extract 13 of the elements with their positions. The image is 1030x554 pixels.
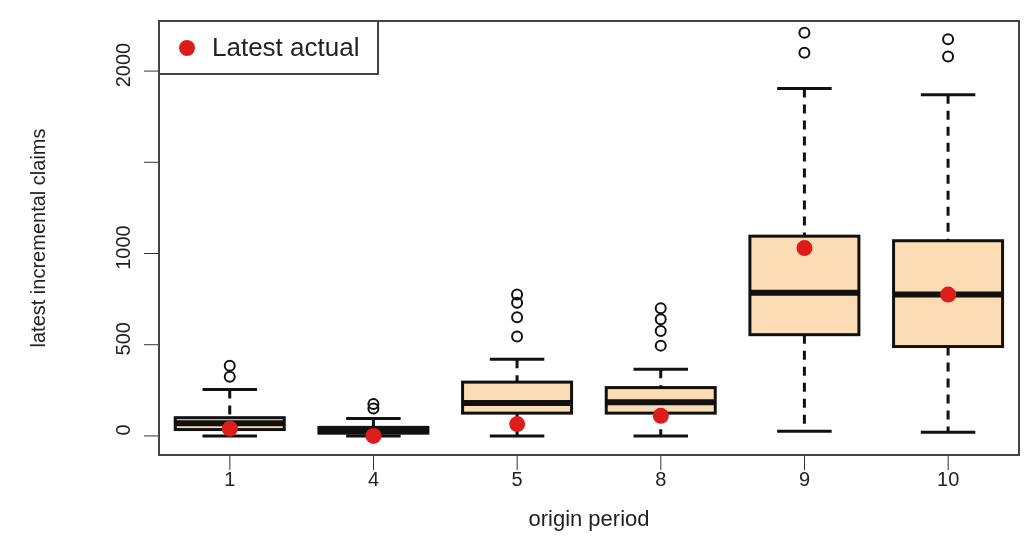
x-tick-label: 10 bbox=[937, 468, 960, 491]
y-tick-label: 1000 bbox=[112, 225, 134, 270]
y-tick-label: 0 bbox=[112, 424, 134, 436]
y-axis-title: latest incremental claims bbox=[27, 128, 50, 348]
x-tick-label: 4 bbox=[367, 468, 380, 491]
x-axis-title: origin period bbox=[528, 506, 650, 531]
x-tick-label: 5 bbox=[511, 468, 523, 491]
legend-label: Latest actual bbox=[212, 32, 360, 63]
y-tick-label: 2000 bbox=[112, 42, 134, 88]
x-tick-label: 8 bbox=[655, 468, 667, 491]
y-tick-label: 500 bbox=[112, 322, 134, 356]
x-tick-label: 9 bbox=[798, 468, 811, 491]
x-tick-label: 1 bbox=[224, 468, 236, 491]
